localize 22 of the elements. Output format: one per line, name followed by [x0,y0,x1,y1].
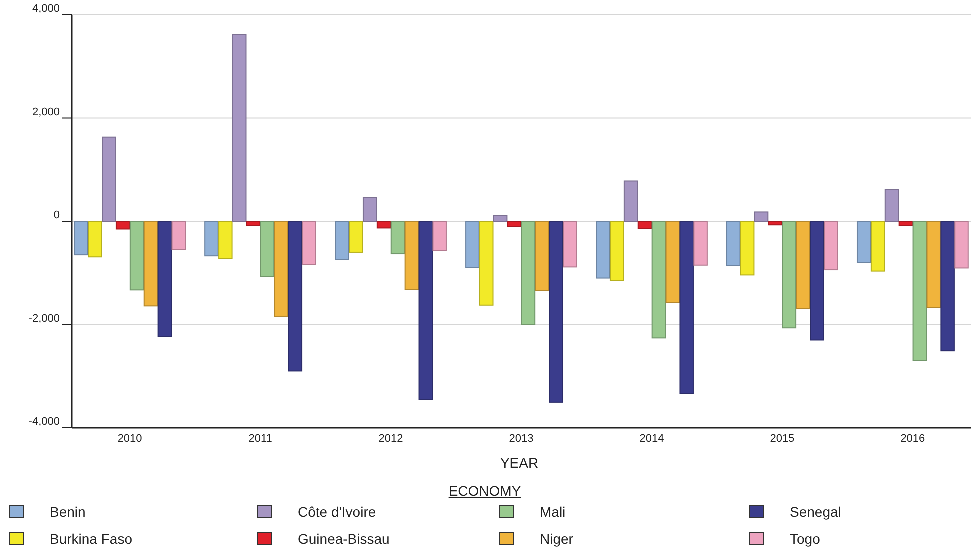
y-tick-label: 4,000 [32,3,60,15]
y-tick-label: -2,000 [28,312,60,325]
legend-label: Benin [50,504,86,520]
y-tick-label: 2,000 [32,106,60,118]
y-tick-label: 0 [54,210,60,222]
legend-title: ECONOMY [448,483,522,499]
legend-label: Mali [540,504,566,520]
x-tick-label: 2012 [378,433,404,445]
legend-label: Guinea-Bissau [298,531,390,547]
legend-label: Niger [540,531,574,547]
legend-label: Senegal [790,504,842,520]
legend-label: Burkina Faso [50,531,133,547]
x-tick-label: 2010 [118,433,142,445]
x-tick-label: 2016 [900,433,926,445]
x-tick-label: 2015 [770,433,795,445]
x-axis-title: YEAR [500,455,539,471]
x-tick-label: 2014 [640,433,664,445]
y-tick-label: -4,000 [28,416,60,428]
x-tick-label: 2013 [509,433,534,445]
legend-label: Côte d'Ivoire [298,504,376,520]
legend-label: Togo [790,531,821,547]
x-tick-label: 2011 [248,433,272,445]
